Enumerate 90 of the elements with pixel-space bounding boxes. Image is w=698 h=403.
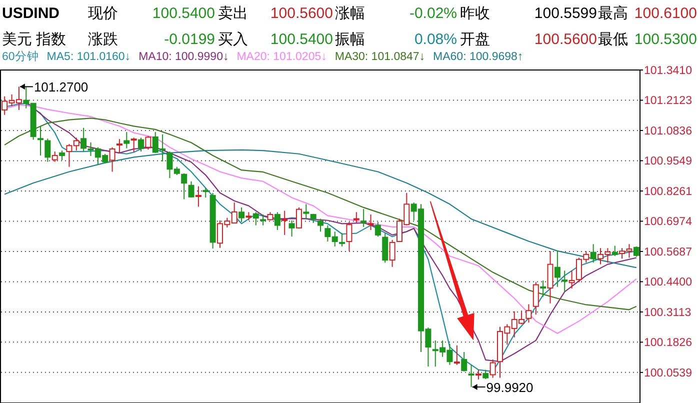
text: MA5: 101.0160↓	[46, 51, 131, 63]
candlestick	[318, 218, 324, 232]
y-tick-label: 100.5687	[644, 246, 692, 258]
candlestick	[374, 222, 381, 238]
candlestick	[252, 212, 259, 226]
candlestick	[52, 151, 58, 162]
candlestick	[282, 210, 288, 236]
candlestick	[44, 138, 51, 162]
y-tick-label: 100.1826	[644, 337, 692, 350]
y-tick-label: 100.9549	[644, 156, 692, 168]
text: MA30: 101.0847↓	[334, 51, 426, 63]
price-label: 99.9920	[472, 380, 534, 395]
chart-title: USDIND	[2, 5, 60, 22]
candlestick	[238, 206, 245, 223]
candlestick	[339, 232, 346, 247]
candlestick	[468, 364, 474, 388]
candlestick	[368, 214, 374, 231]
candlestick	[288, 220, 295, 238]
text: MA20: 101.0205↓	[236, 51, 327, 63]
candlestick	[274, 212, 280, 231]
candlestick	[80, 127, 87, 152]
text: 涨跌	[88, 31, 118, 48]
text: 100.5600	[534, 31, 597, 48]
y-tick-label: 100.8261	[644, 186, 692, 198]
text: -0.02%	[409, 5, 457, 22]
text: 100.5300	[634, 31, 697, 48]
text: -0.0199	[164, 31, 215, 48]
candlestick	[130, 137, 137, 153]
text: 100.5600	[270, 5, 333, 22]
candlestick	[188, 180, 194, 198]
candlestick	[145, 136, 152, 150]
y-tick-label: 101.2123	[644, 95, 692, 108]
candlestick	[475, 369, 482, 380]
candlestick	[562, 270, 568, 292]
y-tick-label: 100.4400	[644, 276, 692, 289]
annotation: 99.9920	[486, 380, 534, 395]
text: 60分钟	[2, 50, 39, 63]
candlestick	[540, 280, 546, 298]
text: MA10: 100.9990↓	[138, 51, 229, 63]
text: 100.5400	[152, 5, 215, 22]
annotation: 101.2700	[34, 80, 88, 95]
candlestick	[482, 369, 489, 380]
text: 100.6100	[634, 5, 697, 22]
candlestick	[532, 282, 539, 316]
text: 振幅	[335, 31, 365, 48]
y-tick-label: 101.3410	[644, 65, 692, 77]
candlestick	[109, 146, 116, 172]
candlestick	[296, 206, 302, 230]
candlestick	[590, 244, 596, 264]
candlestick	[490, 358, 496, 378]
text: 最高	[598, 5, 628, 22]
candlestick	[360, 208, 367, 228]
text: 昨收	[460, 5, 490, 22]
candlestick	[346, 222, 352, 252]
candlestick	[568, 270, 575, 290]
candlestick	[389, 239, 396, 268]
y-tick-label: 101.0836	[644, 125, 692, 138]
text: 100.5400	[270, 31, 333, 48]
candlestick	[554, 250, 560, 288]
y-tick-label: 100.6974	[644, 216, 693, 228]
text: MA60: 100.9698↑	[433, 51, 524, 63]
price-label: 101.2700	[19, 80, 88, 95]
text: 卖出	[218, 5, 248, 22]
text: 现价	[88, 5, 118, 22]
candlestick	[59, 150, 66, 161]
text: 开盘	[460, 31, 490, 48]
candlestick	[526, 304, 532, 324]
y-tick-label: 100.0539	[644, 367, 692, 380]
candlestick	[124, 132, 130, 149]
candlestick	[303, 204, 310, 220]
text: 买入	[218, 31, 248, 48]
candlestick	[138, 137, 144, 152]
text: 100.5599	[534, 5, 597, 22]
candlestick	[37, 126, 44, 156]
candlestick	[382, 232, 388, 264]
candlestick	[461, 351, 468, 372]
candlestick	[612, 245, 618, 257]
text: 0.08%	[414, 31, 457, 48]
chart-subtitle: 美元 指数	[2, 31, 66, 48]
candlestick	[547, 250, 554, 304]
candlestick	[454, 344, 460, 366]
text: 最低	[598, 31, 628, 48]
y-tick-label: 100.3113	[644, 306, 692, 319]
candlestick	[353, 212, 360, 224]
candlestick	[195, 186, 202, 208]
candlestick	[181, 172, 188, 200]
text: 涨幅	[335, 5, 365, 22]
candlestick	[202, 187, 209, 198]
candlestick	[260, 214, 266, 226]
candlestick	[116, 138, 122, 154]
